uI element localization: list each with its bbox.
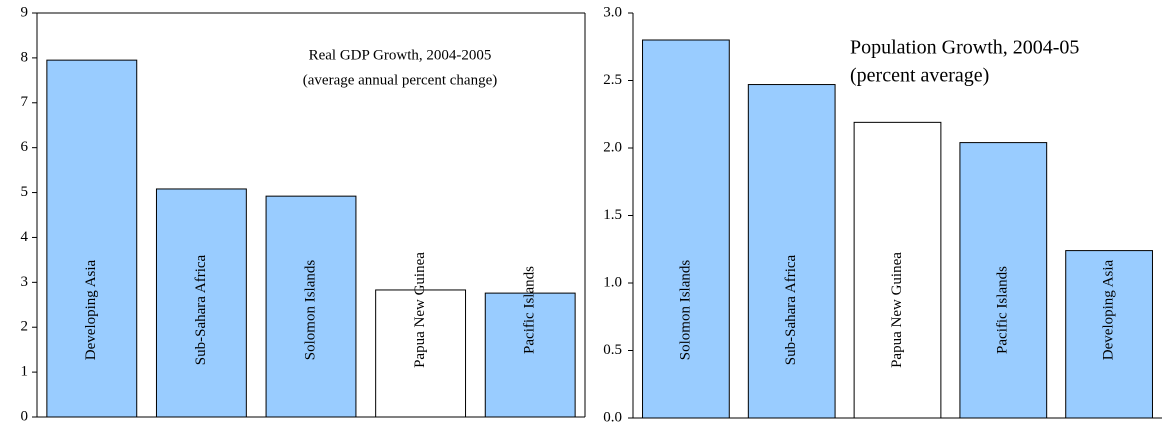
chart-title: Population Growth, 2004-05 <box>850 37 1079 59</box>
y-tick-label: 1.5 <box>603 207 622 223</box>
bar <box>484 292 576 418</box>
bar <box>853 121 942 419</box>
y-tick-label: 1.0 <box>603 274 622 290</box>
y-tick-label: 9 <box>21 4 29 20</box>
bar <box>642 39 730 419</box>
bar <box>1065 250 1153 419</box>
category-label: Solomon Islands <box>302 260 318 361</box>
y-tick-label: 3.0 <box>603 4 622 20</box>
y-tick-label: 5 <box>21 184 29 200</box>
category-label: Solomon Islands <box>677 260 693 361</box>
category-label: Pacific Islands <box>995 266 1011 354</box>
bar <box>46 59 138 418</box>
category-label: Papua New Guinea <box>412 252 428 368</box>
y-tick-label: 6 <box>21 139 29 155</box>
y-tick-label: 0.0 <box>603 409 622 425</box>
category-label: Pacific Islands <box>522 266 538 354</box>
y-tick-label: 2.5 <box>603 72 622 88</box>
bar <box>747 84 836 419</box>
category-label: Developing Asia <box>83 259 99 360</box>
y-tick-label: 8 <box>21 49 29 65</box>
category-label: Sub-Sahara Africa <box>783 254 799 365</box>
bar <box>155 188 247 418</box>
y-tick-label: 2 <box>21 319 29 335</box>
y-tick-label: 4 <box>21 229 29 245</box>
y-tick-label: 0 <box>21 408 29 424</box>
y-tick-label: 0.5 <box>603 342 622 358</box>
chart-subtitle: (average annual percent change) <box>303 72 497 88</box>
y-tick-label: 1 <box>21 364 29 380</box>
y-tick-label: 7 <box>21 94 29 110</box>
bar <box>265 195 357 418</box>
y-tick-label: 3 <box>21 274 29 290</box>
chart-title: Real GDP Growth, 2004-2005 <box>309 47 492 63</box>
category-label: Papua New Guinea <box>889 252 905 368</box>
category-label: Sub-Sahara Africa <box>193 254 209 365</box>
chart-subtitle: (percent average) <box>850 65 989 87</box>
y-tick-label: 2.0 <box>603 139 622 155</box>
category-label: Developing Asia <box>1101 259 1117 360</box>
